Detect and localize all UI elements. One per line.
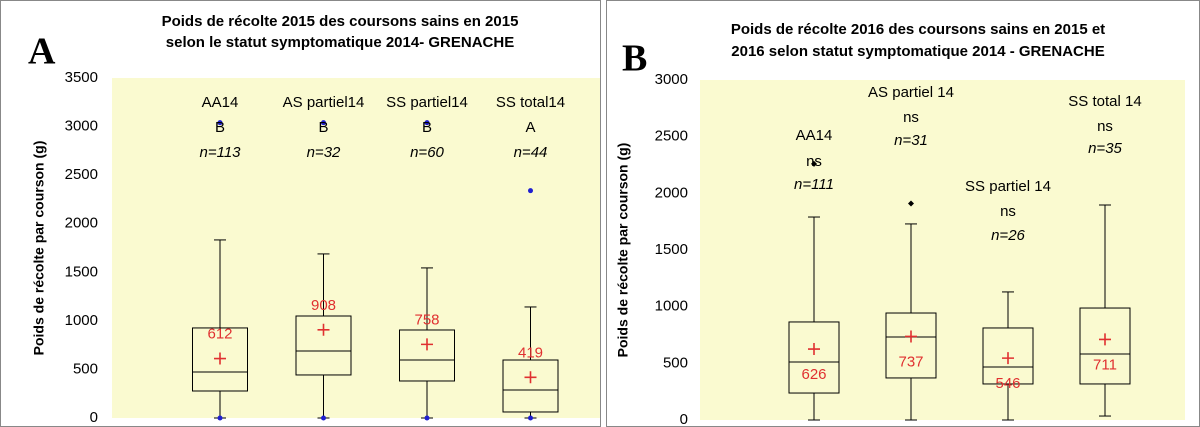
- panel-label: B: [622, 38, 647, 80]
- n-label: n=44: [514, 144, 548, 161]
- significance-label: B: [422, 119, 432, 136]
- category-label: AA14: [202, 94, 239, 111]
- significance-label: B: [318, 119, 328, 136]
- n-label: n=26: [991, 227, 1025, 244]
- mean-label: 737: [898, 353, 923, 370]
- y-tick-label: 1500: [65, 263, 98, 280]
- category-label: SS total14: [496, 94, 565, 111]
- n-label: n=113: [199, 144, 241, 161]
- n-label: n=31: [894, 132, 928, 149]
- y-tick-label: 1000: [655, 298, 688, 315]
- y-tick-label: 3000: [655, 71, 688, 88]
- y-tick-label: 0: [680, 411, 688, 427]
- mean-label: 908: [311, 297, 336, 314]
- significance-label: A: [525, 119, 535, 136]
- box: [982, 327, 1034, 385]
- box: [885, 312, 937, 379]
- y-tick-label: 0: [90, 409, 98, 426]
- n-label: n=32: [307, 144, 341, 161]
- y-axis-label: Poids de récolte par courson (g): [31, 141, 47, 356]
- y-tick-label: 2500: [65, 166, 98, 183]
- y-tick-label: 3000: [65, 118, 98, 135]
- box: [788, 321, 840, 394]
- outlier: [424, 415, 430, 421]
- mean-marker: [1002, 352, 1014, 365]
- box: [1079, 307, 1131, 385]
- panel-label: A: [28, 31, 56, 73]
- mean-label: 419: [518, 344, 543, 361]
- chart-title: Poids de récolte 2015 des coursons sains…: [162, 13, 519, 30]
- mean-marker: [905, 330, 917, 343]
- y-tick-label: 500: [663, 354, 688, 371]
- y-tick-label: 1500: [655, 241, 688, 258]
- y-tick-label: 3500: [65, 69, 98, 86]
- outlier: [321, 415, 326, 421]
- chart-title: Poids de récolte 2016 des coursons sains…: [731, 21, 1105, 38]
- box: [192, 327, 248, 392]
- significance-label: ns: [1097, 118, 1113, 135]
- mean-marker: [808, 343, 820, 356]
- box: [295, 315, 352, 376]
- mean-label: 711: [1093, 356, 1117, 373]
- outlier: [321, 120, 326, 126]
- outlier: [811, 160, 817, 167]
- mean-marker: [421, 338, 433, 351]
- plot-area: [112, 78, 600, 418]
- mean-marker: [1099, 333, 1111, 346]
- category-label: SS partiel14: [386, 94, 468, 111]
- box: [399, 329, 455, 382]
- outlier: [424, 120, 430, 126]
- mean-marker: [317, 323, 330, 336]
- n-label: n=35: [1088, 140, 1122, 157]
- y-tick-label: 2500: [655, 128, 688, 145]
- category-label: SS total 14: [1068, 93, 1141, 110]
- mean-label: 546: [995, 375, 1020, 392]
- y-axis-label: Poids de récolte par courson (g): [615, 143, 631, 358]
- y-tick-label: 2000: [655, 184, 688, 201]
- chart-title: 2016 selon statut symptomatique 2014 - G…: [731, 43, 1104, 60]
- y-tick-label: 500: [73, 360, 98, 377]
- chart-title: selon le statut symptomatique 2014- GREN…: [166, 34, 514, 51]
- significance-label: B: [215, 119, 225, 136]
- outlier: [217, 120, 223, 126]
- box: [502, 359, 559, 413]
- outlier: [217, 415, 223, 421]
- mean-label: 758: [414, 311, 439, 328]
- significance-label: ns: [1000, 203, 1016, 220]
- category-label: AS partiel 14: [868, 84, 954, 101]
- y-tick-label: 2000: [65, 215, 98, 232]
- significance-label: ns: [903, 109, 919, 126]
- category-label: AS partiel14: [283, 94, 365, 111]
- mean-label: 612: [207, 326, 232, 343]
- mean-marker: [524, 371, 537, 384]
- outlier: [528, 415, 533, 421]
- outlier: [528, 188, 533, 194]
- category-label: AA14: [796, 127, 833, 144]
- plot-area: [700, 80, 1185, 420]
- n-label: n=111: [794, 176, 834, 193]
- n-label: n=60: [410, 144, 444, 161]
- significance-label: ns: [806, 153, 822, 170]
- category-label: SS partiel 14: [965, 178, 1051, 195]
- mean-label: 626: [801, 366, 826, 383]
- y-tick-label: 1000: [65, 312, 98, 329]
- mean-marker: [214, 352, 226, 365]
- outlier: [908, 200, 914, 207]
